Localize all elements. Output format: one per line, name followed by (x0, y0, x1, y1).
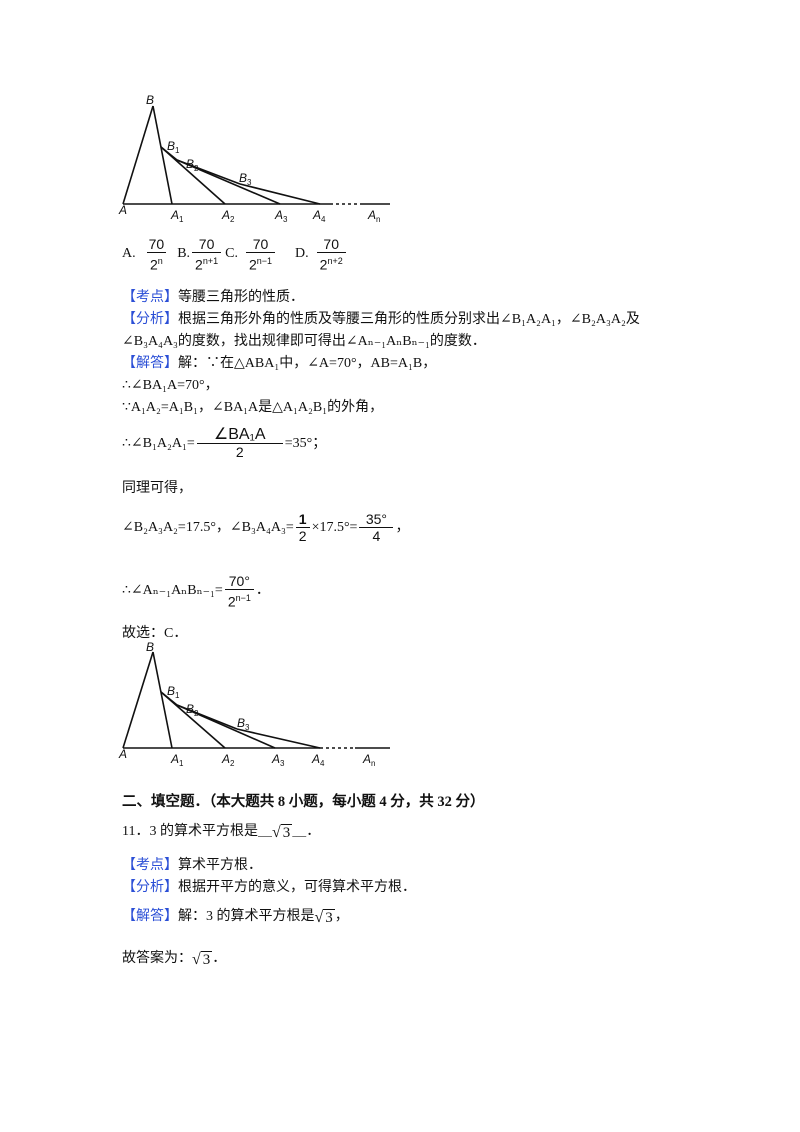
label-A2: A (221, 752, 230, 766)
options-row: A. 70 2n B. 70 2n+1 C. 70 2n−1 D. 70 2n+2 (122, 236, 348, 273)
q10-kaodian: 【考点】等腰三角形的性质． (122, 290, 304, 305)
label-A4-sub: 4 (321, 215, 326, 224)
sqrt-symbol: √ 3 (192, 951, 213, 968)
label-A1: A (170, 752, 179, 766)
label-B2: B (186, 157, 194, 171)
tag-fenxi: 【分析】 (122, 880, 178, 895)
tag-jieda: 【解答】 (122, 909, 178, 924)
label-A1-sub: 1 (179, 215, 184, 224)
label-A1: A (170, 208, 179, 222)
q11-answer: 故答案为： √ 3 ． (122, 951, 227, 968)
label-B3-sub: 3 (245, 723, 250, 732)
label-A3-sub: 3 (280, 759, 285, 768)
label-B3-sub: 3 (247, 178, 252, 187)
q10-line7: ∴∠Aₙ₋₁AₙBₙ₋₁= 70° 2n−1 ． (122, 573, 270, 610)
label-An: A (362, 752, 371, 766)
label-A4: A (312, 208, 321, 222)
label-B1-sub: 1 (175, 691, 180, 700)
label-A4-sub: 4 (320, 759, 325, 768)
option-a: A. 70 2n (122, 236, 166, 273)
label-A1-sub: 1 (179, 759, 184, 768)
q10-line3: ∵A₁A₂=A₁B₁，∠BA₁A是△A₁A₂B₁的外角， (122, 400, 384, 415)
label-A3: A (274, 208, 283, 222)
tag-jieda: 【解答】 (122, 356, 178, 371)
label-B: B (146, 640, 154, 654)
label-A2-sub: 2 (230, 759, 235, 768)
tag-fenxi: 【分析】 (122, 312, 178, 327)
q10-line2: ∴∠BA₁A=70°， (122, 378, 219, 393)
label-B2-sub: 2 (194, 709, 199, 718)
label-B3: B (239, 171, 247, 185)
q11-kaodian: 【考点】算术平方根． (122, 858, 262, 873)
q10-fenxi-2: ∠B₃A₄A₃的度数，找出规律即可得出∠Aₙ₋₁AₙBₙ₋₁的度数． (122, 334, 486, 349)
label-An: A (367, 208, 376, 222)
q11-jieda: 【解答】 解：3 的算术平方根是 √ 3 ， (122, 909, 349, 926)
tag-kaodian: 【考点】 (122, 858, 178, 873)
q10-line4: ∴∠B₁A₂A₁= ∠BA₁A 2 =35°； (122, 426, 327, 461)
label-B2: B (186, 702, 194, 716)
triangle-figure-top: B B 1 B 2 B 3 A A 1 A 2 A 3 A 4 A n (118, 93, 390, 224)
label-B1-sub: 1 (175, 146, 180, 155)
option-c: C. 70 2n−1 (225, 236, 277, 273)
q11-fenxi: 【分析】根据开平方的意义，可得算术平方根． (122, 880, 416, 895)
option-d: D. 70 2n+2 (295, 236, 348, 273)
q10-line5: 同理可得， (122, 481, 192, 496)
label-B1: B (167, 139, 175, 153)
option-b: B. 70 2n+1 (177, 236, 223, 273)
label-B3: B (237, 716, 245, 730)
q10-answer: 故选：C． (122, 626, 188, 641)
label-A: A (118, 203, 127, 217)
q11-stem: 11．3 的算术平方根是 ＿ √ 3 ＿． (122, 824, 321, 841)
q10-fenxi-1: 【分析】根据三角形外角的性质及等腰三角形的性质分别求出∠B₁A₂A₁，∠B₂A₃… (122, 312, 640, 327)
label-A2: A (221, 208, 230, 222)
sqrt-symbol: √ 3 (271, 824, 293, 841)
label-B1: B (167, 684, 175, 698)
label-B: B (146, 93, 154, 107)
label-A2-sub: 2 (230, 215, 235, 224)
section-2-heading: 二、填空题．（本大题共 8 小题，每小题 4 分，共 32 分） (122, 794, 485, 810)
label-An-sub: n (371, 759, 375, 768)
label-A4: A (311, 752, 320, 766)
sqrt-symbol: √ 3 (314, 909, 335, 926)
tag-kaodian: 【考点】 (122, 290, 178, 305)
label-An-sub: n (376, 215, 380, 224)
label-A: A (118, 747, 127, 761)
label-A3-sub: 3 (283, 215, 288, 224)
triangle-figure-bottom: B B 1 B 2 B 3 A A 1 A 2 A 3 A 4 A n (118, 640, 390, 768)
label-B2-sub: 2 (194, 164, 199, 173)
q10-jieda-1: 【解答】解：∵在△ABA₁中，∠A=70°，AB=A₁B， (122, 356, 437, 371)
label-A3: A (271, 752, 280, 766)
